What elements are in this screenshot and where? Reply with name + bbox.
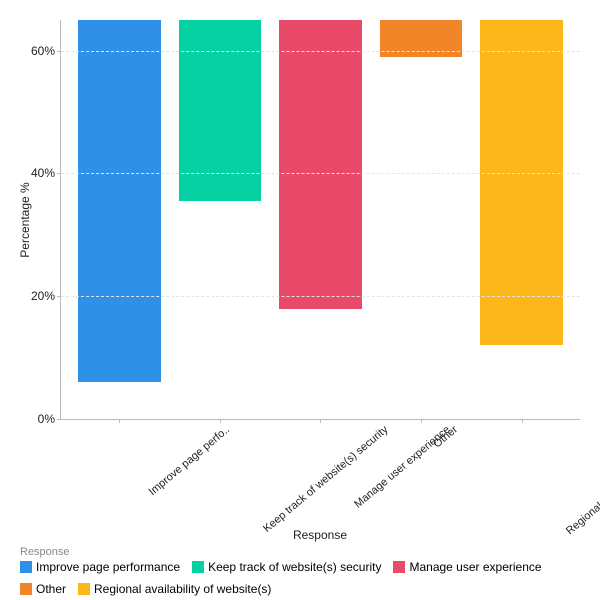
legend-item: Keep track of website(s) security xyxy=(192,560,381,574)
x-tick-mark xyxy=(220,419,221,423)
x-tick-label: Improve page perfo.. xyxy=(143,419,232,498)
gridline xyxy=(61,173,580,174)
bar xyxy=(279,20,361,309)
x-tick-mark xyxy=(522,419,523,423)
legend-item: Manage user experience xyxy=(393,560,541,574)
legend-title: Response xyxy=(20,546,580,558)
legend-label: Other xyxy=(36,582,66,596)
y-tick-mark xyxy=(57,51,61,52)
bars-container: Improve page perfo..Keep track of websit… xyxy=(61,20,580,419)
x-axis-label: Response xyxy=(60,528,580,542)
legend-swatch xyxy=(78,583,90,595)
bar xyxy=(78,20,160,382)
y-tick-label: 0% xyxy=(15,412,55,426)
x-tick-mark xyxy=(119,419,120,423)
bar-slot: Manage user experience xyxy=(270,20,371,419)
legend-item: Improve page performance xyxy=(20,560,180,574)
bar-slot: Other xyxy=(371,20,472,419)
legend-swatch xyxy=(192,561,204,573)
legend-swatch xyxy=(20,583,32,595)
legend-swatch xyxy=(393,561,405,573)
plot-area: Improve page perfo..Keep track of websit… xyxy=(60,20,580,420)
y-tick-label: 20% xyxy=(15,289,55,303)
legend: Improve page performance Keep track of we… xyxy=(20,560,580,596)
x-tick-mark xyxy=(320,419,321,423)
y-tick-mark xyxy=(57,173,61,174)
legend-label: Regional availability of website(s) xyxy=(94,582,271,596)
legend-item: Regional availability of website(s) xyxy=(78,582,271,596)
legend-swatch xyxy=(20,561,32,573)
bar-slot: Keep track of website(s) security xyxy=(170,20,271,419)
y-axis-label: Percentage % xyxy=(18,182,32,257)
y-tick-mark xyxy=(57,419,61,420)
bar-slot: Regional availability of website(s) xyxy=(471,20,572,419)
bar-chart: Percentage % Improve page perfo..Keep tr… xyxy=(0,0,600,600)
x-tick-mark xyxy=(421,419,422,423)
y-tick-mark xyxy=(57,296,61,297)
y-tick-label: 40% xyxy=(15,166,55,180)
legend-label: Manage user experience xyxy=(409,560,541,574)
bar-slot: Improve page perfo.. xyxy=(69,20,170,419)
x-tick-label: Regional availability of website(s) xyxy=(560,419,600,537)
gridline xyxy=(61,51,580,52)
legend-label: Keep track of website(s) security xyxy=(208,560,381,574)
gridline xyxy=(61,296,580,297)
legend-item: Other xyxy=(20,582,66,596)
y-tick-label: 60% xyxy=(15,44,55,58)
legend-label: Improve page performance xyxy=(36,560,180,574)
